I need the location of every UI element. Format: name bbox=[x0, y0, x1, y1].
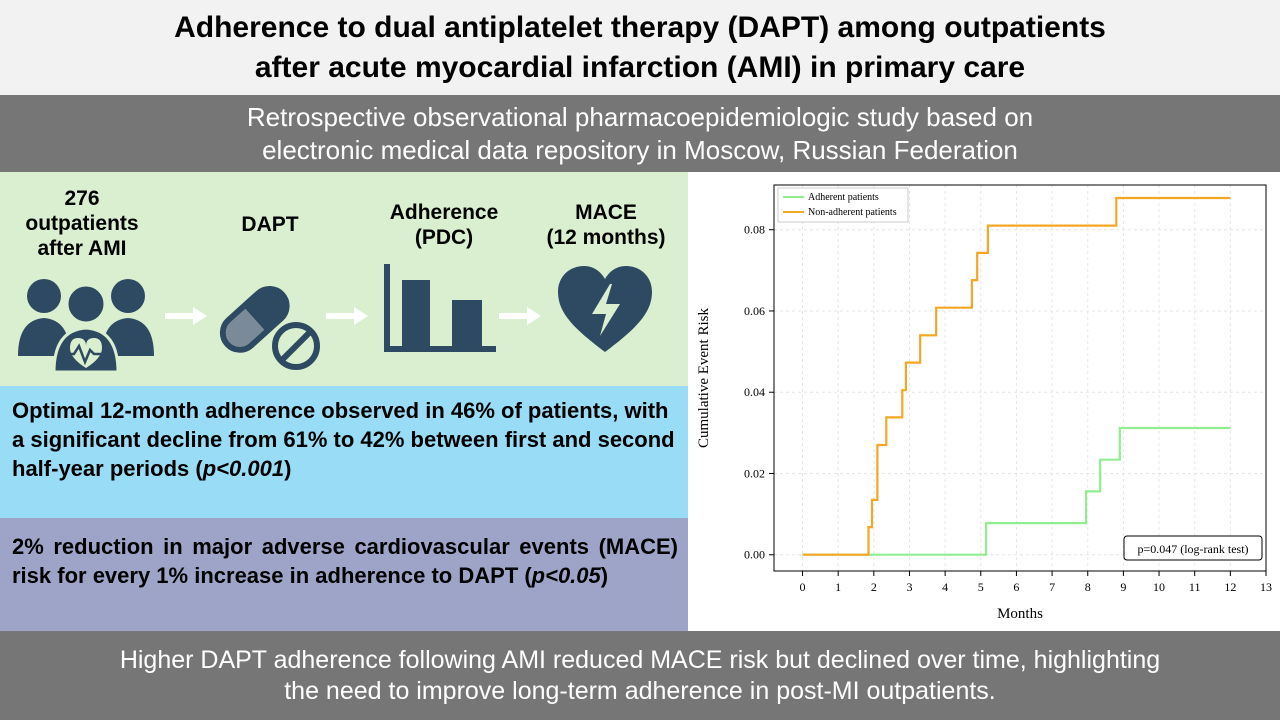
finding-adherence-decline: Optimal 12-month adherence observed in 4… bbox=[0, 386, 688, 518]
legend-label-non-adherent: Non-adherent patients bbox=[808, 207, 897, 218]
legend-box bbox=[777, 187, 909, 223]
non-adherent-patients-line bbox=[802, 196, 1231, 556]
y-axis-label: Cumulative Event Risk bbox=[696, 308, 712, 448]
title-banner: Adherence to dual antiplatelet therapy (… bbox=[0, 0, 1280, 95]
finding-2-text: 2% reduction in major adverse cardiovasc… bbox=[12, 532, 678, 590]
x-tick-label: 4 bbox=[942, 580, 948, 594]
arrow-right-icon bbox=[499, 307, 541, 325]
title-line-2: after acute myocardial infarction (AMI) … bbox=[254, 50, 1026, 84]
finding-mace-reduction: 2% reduction in major adverse cardiovasc… bbox=[0, 518, 688, 631]
chart-series bbox=[802, 196, 1231, 556]
finding-2-p-value: p<0.05 bbox=[531, 563, 601, 588]
patients-label-line-2: outpatients bbox=[25, 212, 139, 235]
title-line-1: Adherence to dual antiplatelet therapy (… bbox=[174, 10, 1106, 44]
page-title: Adherence to dual antiplatelet therapy (… bbox=[20, 8, 1260, 88]
finding-2-body: 2% reduction in major adverse cardiovasc… bbox=[12, 534, 678, 588]
heart-bolt-icon bbox=[558, 266, 652, 352]
x-tick-label: 0 bbox=[800, 580, 806, 594]
legend-label-adherent: Adherent patients bbox=[808, 192, 879, 203]
cumulative-risk-chart: 0 1 2 3 4 5 6 7 8 9 10 11 12 13 0.000.020.040.060.08 … bbox=[696, 184, 1272, 622]
x-tick-label: 1 bbox=[835, 580, 841, 594]
kaplan-meier-chart-panel: 0 1 2 3 4 5 6 7 8 9 10 11 12 13 0.00 0.02 0.04 0.06 0.08 … bbox=[688, 172, 1280, 631]
finding-1-text: Optimal 12-month adherence observed in 4… bbox=[12, 396, 678, 483]
flow-step-patients-label: 276 outpatients after AMI bbox=[0, 186, 164, 261]
y-axis-ticks: 0.00 0.02 0.04 0.06 0.08 bbox=[744, 223, 774, 562]
x-tick-label: 8 bbox=[1085, 580, 1091, 594]
finding-1-p-value: p<0.001 bbox=[202, 456, 285, 481]
x-axis-ticks: 0 1 2 3 4 5 6 7 8 9 10 11 12 13 bbox=[800, 571, 1272, 594]
finding-1-body: Optimal 12-month adherence observed in 4… bbox=[12, 398, 675, 481]
mace-label-line-1: MACE bbox=[575, 201, 637, 224]
finding-2-close: ) bbox=[600, 563, 609, 588]
x-tick-label: 9 bbox=[1120, 580, 1126, 594]
people-heart-icon bbox=[18, 279, 154, 374]
finding-1-close: ) bbox=[284, 456, 292, 481]
bar-chart-icon bbox=[384, 264, 496, 352]
x-tick-label: 11 bbox=[1189, 580, 1201, 594]
annotation-box bbox=[1123, 535, 1263, 561]
conclusion-line-2: the need to improve long-term adherence … bbox=[284, 676, 996, 705]
x-tick-label: 2 bbox=[871, 580, 877, 594]
x-tick-label: 3 bbox=[906, 580, 912, 594]
subtitle-line-2: electronic medical data repository in Mo… bbox=[262, 134, 1018, 165]
patients-label-line-3: after AMI bbox=[37, 237, 127, 260]
annotation-text: p=0.047 (log-rank test) bbox=[1137, 542, 1248, 556]
x-tick-label: 5 bbox=[978, 580, 984, 594]
patients-count: 276 bbox=[64, 187, 100, 210]
y-tick-label: 0.00 bbox=[744, 548, 765, 562]
chart-legend: Adherent patients Non-adherent patients bbox=[777, 187, 909, 223]
plot-frame bbox=[773, 184, 1267, 572]
y-tick-label: 0.02 bbox=[744, 466, 765, 480]
y-tick-label: 0.06 bbox=[744, 304, 765, 318]
y-tick-label: 0.08 bbox=[744, 223, 765, 237]
subtitle-banner: Retrospective observational pharmacoepid… bbox=[0, 95, 1280, 172]
x-tick-label: 10 bbox=[1153, 580, 1165, 594]
subtitle: Retrospective observational pharmacoepid… bbox=[140, 101, 1140, 167]
mace-label-line-2: (12 months) bbox=[546, 226, 666, 249]
flow-step-mace-label: MACE (12 months) bbox=[526, 200, 686, 250]
x-tick-label: 12 bbox=[1224, 580, 1236, 594]
study-flow-panel: 276 outpatients after AMI DAPT Ad bbox=[0, 172, 688, 386]
arrow-right-icon bbox=[326, 307, 368, 325]
arrow-right-icon bbox=[165, 307, 207, 325]
x-tick-label: 6 bbox=[1013, 580, 1019, 594]
chart-grid bbox=[774, 185, 1267, 571]
adherent-patients-line bbox=[802, 426, 1231, 556]
adherence-label-line-1: Adherence bbox=[389, 201, 499, 224]
y-tick-label: 0.04 bbox=[744, 385, 765, 399]
flow-step-dapt-label: DAPT bbox=[241, 213, 299, 236]
log-rank-annotation: p=0.047 (log-rank test) bbox=[1123, 535, 1263, 561]
conclusion: Higher DAPT adherence following AMI redu… bbox=[10, 645, 1270, 707]
subtitle-line-1: Retrospective observational pharmacoepid… bbox=[246, 101, 1034, 132]
x-axis-label: Months bbox=[997, 606, 1043, 622]
pills-icon bbox=[219, 285, 320, 370]
x-tick-label: 7 bbox=[1049, 580, 1055, 594]
conclusion-banner: Higher DAPT adherence following AMI redu… bbox=[0, 631, 1280, 720]
flow-step-adherence-label: Adherence (PDC) bbox=[370, 200, 518, 250]
conclusion-line-1: Higher DAPT adherence following AMI redu… bbox=[119, 645, 1161, 674]
adherence-label-line-2: (PDC) bbox=[414, 226, 474, 249]
x-tick-label: 13 bbox=[1260, 580, 1272, 594]
